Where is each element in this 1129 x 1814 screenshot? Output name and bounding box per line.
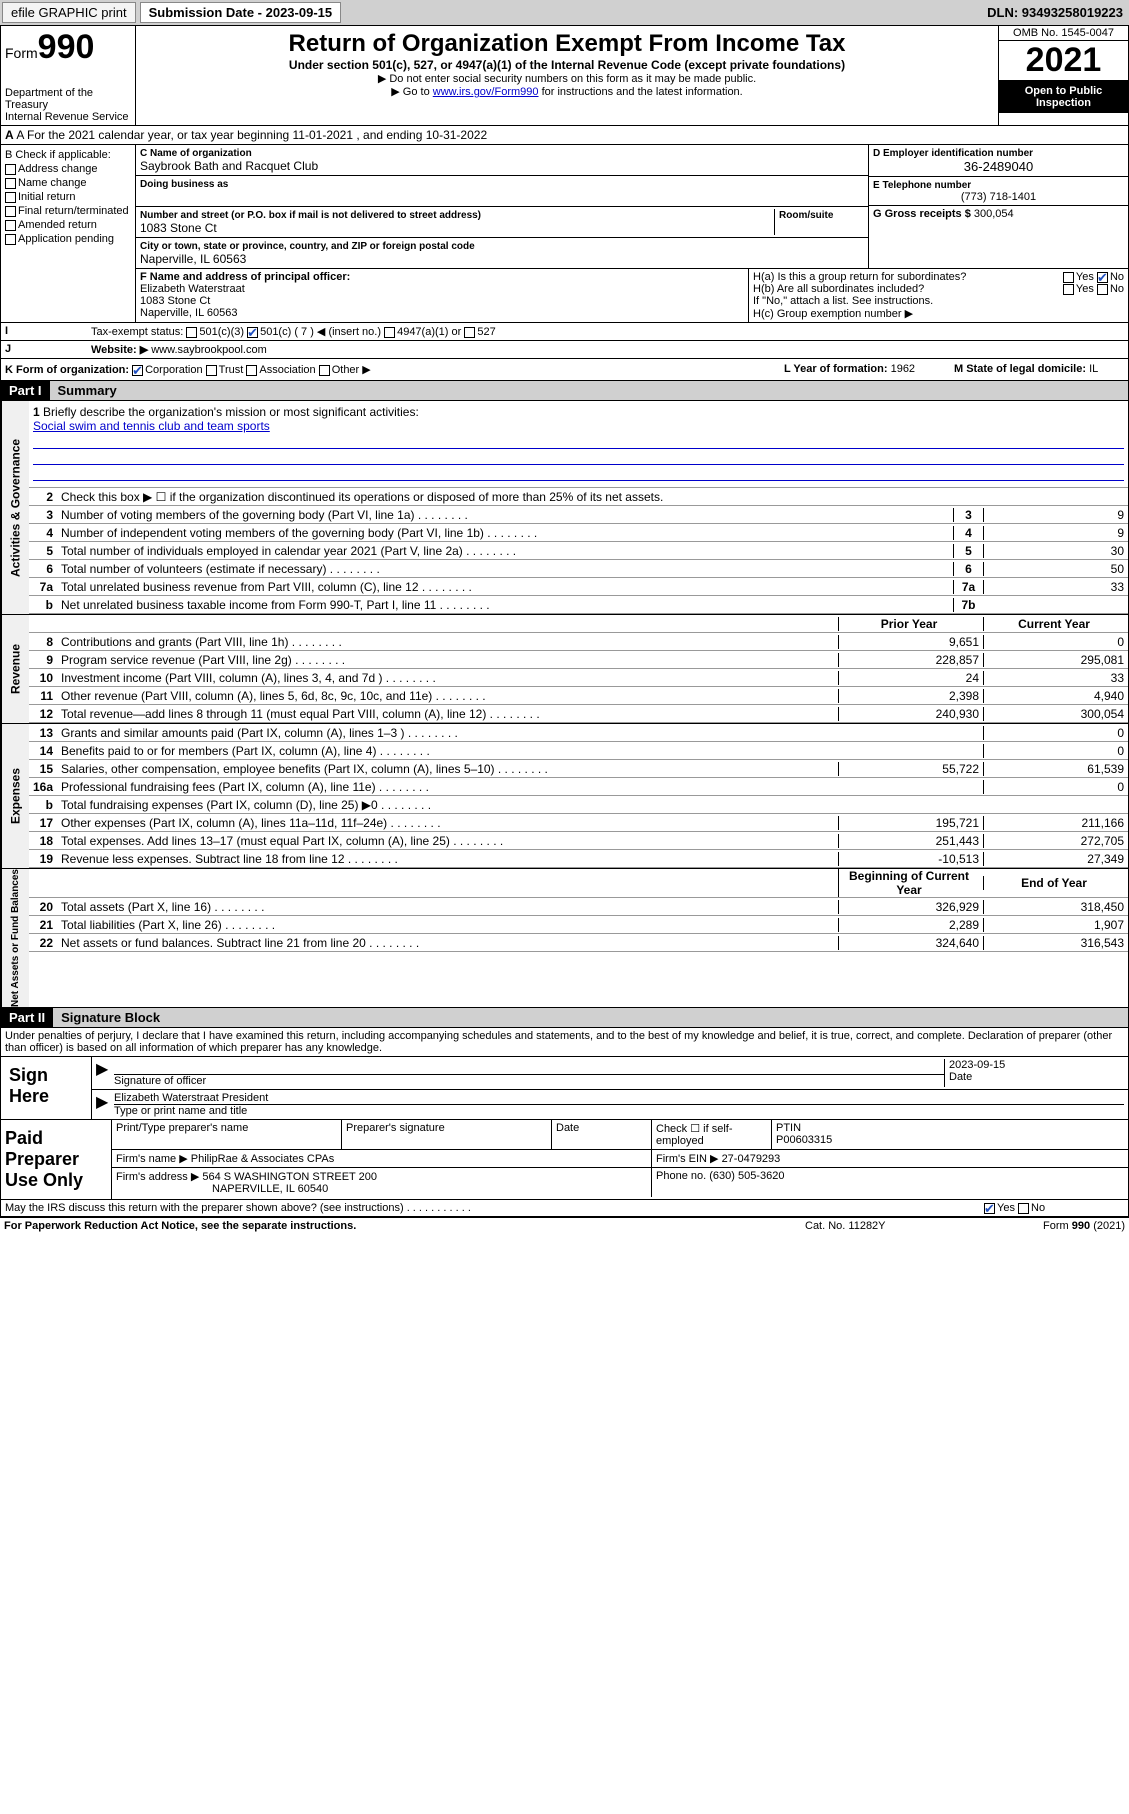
row-j-website: J Website: ▶ www.saybrookpool.com xyxy=(0,341,1129,359)
row-i-tax-status: I Tax-exempt status: 501(c)(3) 501(c) ( … xyxy=(0,323,1129,341)
efile-print-button[interactable]: efile GRAPHIC print xyxy=(2,2,136,23)
sign-here-label: Sign Here xyxy=(1,1057,91,1119)
omb-number: OMB No. 1545-0047 xyxy=(999,26,1128,41)
tax-year: 2021 xyxy=(999,41,1128,81)
firm-phone: (630) 505-3620 xyxy=(709,1170,784,1182)
topbar: efile GRAPHIC print Submission Date - 20… xyxy=(0,0,1129,26)
irs-label: Internal Revenue Service xyxy=(5,111,131,123)
ssn-note: ▶ Do not enter social security numbers o… xyxy=(140,72,994,85)
officer-sig-name: Elizabeth Waterstraat President xyxy=(114,1092,1124,1105)
form-word: Form xyxy=(5,45,38,61)
page-footer: For Paperwork Reduction Act Notice, see … xyxy=(0,1217,1129,1234)
goto-note: ▶ Go to www.irs.gov/Form990 for instruct… xyxy=(140,85,994,98)
row-klm: K Form of organization: Corporation Trus… xyxy=(0,359,1129,381)
state-domicile: IL xyxy=(1089,363,1098,375)
vtab-revenue: Revenue xyxy=(1,615,29,723)
paid-preparer: Paid Preparer Use Only Print/Type prepar… xyxy=(0,1120,1129,1200)
officer-city: Naperville, IL 60563 xyxy=(140,307,237,319)
vtab-governance: Activities & Governance xyxy=(1,401,29,614)
declaration-text: Under penalties of perjury, I declare th… xyxy=(1,1028,1128,1057)
section-netassets: Net Assets or Fund Balances Beginning of… xyxy=(0,869,1129,1008)
year-formation: 1962 xyxy=(891,363,915,375)
section-governance: Activities & Governance 1 Briefly descri… xyxy=(0,401,1129,615)
firm-addr2: NAPERVILLE, IL 60540 xyxy=(212,1183,328,1195)
ein: 36-2489040 xyxy=(873,159,1124,174)
b-title: B Check if applicable: xyxy=(5,149,131,161)
form-title: Return of Organization Exempt From Incom… xyxy=(140,30,994,58)
discuss-row: May the IRS discuss this return with the… xyxy=(0,1200,1129,1217)
gross-receipts: 300,054 xyxy=(974,208,1014,220)
form-990-label: Form 990 (2021) xyxy=(985,1220,1125,1232)
vtab-netassets: Net Assets or Fund Balances xyxy=(1,869,29,1007)
section-revenue: Revenue Prior YearCurrent Year 8Contribu… xyxy=(0,615,1129,724)
section-expenses: Expenses 13Grants and similar amounts pa… xyxy=(0,724,1129,869)
dept-treasury: Department of the Treasury xyxy=(5,87,131,111)
signature-block: Under penalties of perjury, I declare th… xyxy=(0,1028,1129,1120)
irs-link[interactable]: www.irs.gov/Form990 xyxy=(433,86,539,98)
chk-pending[interactable]: Application pending xyxy=(18,233,114,245)
submission-date: Submission Date - 2023-09-15 xyxy=(140,2,342,23)
city-state-zip: Naperville, IL 60563 xyxy=(140,252,246,266)
officer-addr: 1083 Stone Ct xyxy=(140,295,210,307)
street-address: 1083 Stone Ct xyxy=(140,221,217,235)
form-number: 990 xyxy=(38,28,95,66)
chk-name[interactable]: Name change xyxy=(18,177,87,189)
officer-name: Elizabeth Waterstraat xyxy=(140,283,245,295)
chk-amended[interactable]: Amended return xyxy=(18,219,97,231)
form-header: Form990 Department of the Treasury Inter… xyxy=(0,26,1129,126)
mission-text: Social swim and tennis club and team spo… xyxy=(33,419,270,433)
firm-addr1: 564 S WASHINGTON STREET 200 xyxy=(202,1171,377,1183)
sign-date: 2023-09-15 xyxy=(949,1059,1005,1071)
chk-address[interactable]: Address change xyxy=(18,163,98,175)
firm-ein: 27-0479293 xyxy=(722,1153,781,1165)
chk-initial[interactable]: Initial return xyxy=(18,191,75,203)
part2-header: Part II Signature Block xyxy=(0,1008,1129,1028)
firm-name: PhilipRae & Associates CPAs xyxy=(191,1153,334,1165)
chk-final[interactable]: Final return/terminated xyxy=(18,205,129,217)
dln-number: DLN: 93493258019223 xyxy=(987,5,1127,20)
ptin: P00603315 xyxy=(776,1134,832,1146)
form-subtitle: Under section 501(c), 527, or 4947(a)(1)… xyxy=(140,58,994,72)
telephone: (773) 718-1401 xyxy=(873,191,1124,203)
row-a-period: A A For the 2021 calendar year, or tax y… xyxy=(0,126,1129,145)
org-name: Saybrook Bath and Racquet Club xyxy=(140,159,318,173)
open-public: Open to Public Inspection xyxy=(999,81,1128,113)
website: www.saybrookpool.com xyxy=(151,344,267,356)
vtab-expenses: Expenses xyxy=(1,724,29,868)
part1-header: Part I Summary xyxy=(0,381,1129,401)
block-b-to-g: B Check if applicable: Address change Na… xyxy=(0,145,1129,323)
